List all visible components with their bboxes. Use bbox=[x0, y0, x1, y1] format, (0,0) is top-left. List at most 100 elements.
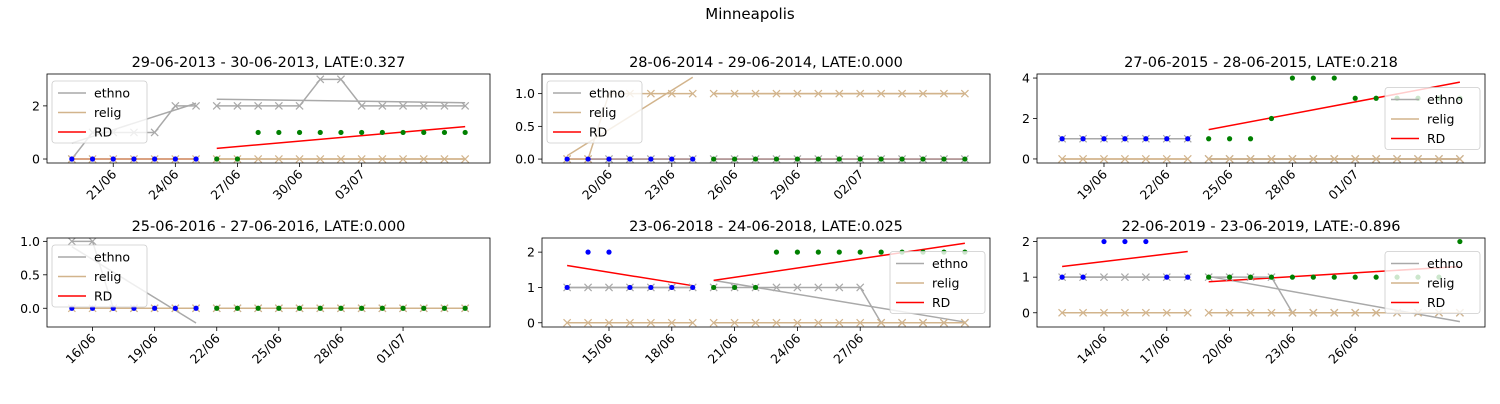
relig-marker bbox=[1309, 154, 1318, 163]
relig-marker bbox=[1309, 308, 1318, 317]
data-point-post bbox=[1310, 75, 1316, 81]
legend-label-rd: RD bbox=[932, 295, 950, 310]
legend-box bbox=[51, 80, 148, 144]
relig-marker bbox=[1120, 308, 1129, 317]
data-point-pre bbox=[1059, 274, 1065, 280]
data-point-post bbox=[731, 156, 738, 162]
relig-marker bbox=[960, 318, 969, 327]
data-point-post bbox=[1268, 115, 1275, 122]
legend-box bbox=[1384, 87, 1481, 150]
y-tick-label: 1.0 bbox=[20, 234, 40, 249]
data-point-post bbox=[1373, 95, 1379, 101]
data-point-post bbox=[379, 129, 385, 136]
subplot-title: 22-06-2019 - 23-06-2019, LATE:-0.896 bbox=[1121, 219, 1400, 235]
data-point-pre bbox=[1143, 238, 1149, 245]
data-point-post bbox=[400, 129, 406, 136]
relig-marker bbox=[772, 89, 781, 98]
ethno-fit-post bbox=[1208, 275, 1461, 323]
ethno-marker bbox=[419, 101, 428, 110]
relig-marker bbox=[419, 154, 428, 163]
ethno-marker bbox=[814, 283, 823, 292]
plot-area bbox=[1058, 75, 1464, 163]
data-point-pre bbox=[1164, 274, 1170, 280]
data-point-post bbox=[1226, 274, 1233, 280]
y-tick-label: 0.0 bbox=[20, 301, 40, 316]
relig-marker bbox=[898, 318, 907, 327]
data-point-post bbox=[815, 249, 821, 255]
relig-marker bbox=[274, 154, 283, 163]
relig-marker bbox=[814, 89, 823, 98]
x-tick-label: 25/06 bbox=[1200, 166, 1236, 202]
data-point-post bbox=[711, 156, 717, 162]
subplot-1: 29-06-2013 - 30-06-2013, LATE:0.327 0 2 21/… bbox=[32, 55, 491, 203]
data-point-pre bbox=[1143, 136, 1149, 142]
ethno-marker bbox=[1120, 273, 1129, 282]
data-point-pre bbox=[172, 305, 178, 311]
relig-marker bbox=[357, 154, 366, 163]
legend-box bbox=[546, 80, 643, 144]
relig-marker bbox=[1434, 154, 1443, 163]
relig-marker bbox=[254, 154, 263, 163]
relig-marker bbox=[1183, 308, 1192, 317]
x-tick-label: 22/06 bbox=[1137, 166, 1173, 202]
data-point-pre bbox=[669, 284, 675, 291]
x-tick-label: 21/06 bbox=[705, 330, 741, 366]
data-point-post bbox=[359, 129, 365, 136]
data-point-post bbox=[1310, 274, 1316, 280]
relig-marker bbox=[1079, 308, 1088, 317]
data-point-post bbox=[1331, 75, 1337, 81]
relig-marker bbox=[1330, 154, 1339, 163]
relig-marker bbox=[563, 318, 572, 327]
legend-label-rd: RD bbox=[1427, 295, 1445, 310]
legend-label-rd: RD bbox=[94, 289, 112, 304]
legend-box bbox=[51, 244, 148, 308]
ethno-marker bbox=[150, 128, 159, 137]
ethno-marker bbox=[1099, 273, 1109, 282]
x-tick-label: 22/06 bbox=[187, 330, 223, 366]
subplot-title: 27-06-2015 - 28-06-2015, LATE:0.218 bbox=[1124, 55, 1398, 71]
relig-marker bbox=[877, 318, 886, 327]
subplot-5: 23-06-2018 - 24-06-2018, LATE:0.025 0 1 2 15… bbox=[527, 219, 991, 367]
relig-marker bbox=[1455, 154, 1464, 163]
ethno-marker bbox=[316, 75, 325, 84]
relig-marker bbox=[877, 89, 886, 98]
data-point-post bbox=[711, 284, 717, 291]
data-point-pre bbox=[152, 156, 158, 162]
relig-marker bbox=[584, 318, 593, 327]
ethno-marker bbox=[584, 283, 593, 292]
ethno-marker bbox=[233, 101, 242, 110]
data-point-post bbox=[920, 156, 926, 162]
data-point-post bbox=[400, 305, 406, 311]
relig-marker bbox=[440, 154, 449, 163]
relig-marker bbox=[688, 318, 697, 327]
data-point-pre bbox=[690, 156, 696, 162]
x-tick-label: 20/06 bbox=[579, 166, 615, 202]
legend-label-ethno: ethno bbox=[932, 256, 968, 271]
legend-box bbox=[889, 251, 986, 314]
ethno-fit-post bbox=[216, 98, 466, 104]
x-tick-label: 27/06 bbox=[830, 330, 866, 366]
data-point-post bbox=[1457, 238, 1463, 245]
x-tick-label: 27/06 bbox=[207, 166, 243, 202]
data-point-post bbox=[878, 249, 884, 255]
plot-area bbox=[563, 242, 969, 327]
data-point-post bbox=[857, 156, 863, 162]
relig-marker bbox=[960, 89, 969, 98]
legend-label-ethno: ethno bbox=[1427, 256, 1463, 271]
relig-marker bbox=[1099, 154, 1109, 163]
legend-label-rd: RD bbox=[94, 125, 112, 140]
relig-marker bbox=[667, 318, 676, 327]
y-tick-label: 0 bbox=[527, 315, 535, 330]
plot-frame bbox=[46, 237, 491, 328]
relig-marker bbox=[939, 318, 948, 327]
plot-area bbox=[67, 238, 470, 324]
data-point-post bbox=[752, 284, 759, 291]
data-point-pre bbox=[1080, 274, 1086, 280]
data-point-pre bbox=[131, 156, 137, 162]
legend-label-ethno: ethno bbox=[94, 250, 130, 265]
x-tick-label: 01/07 bbox=[1325, 167, 1361, 203]
relig-marker bbox=[336, 154, 345, 163]
y-tick-label: 1 bbox=[1022, 270, 1030, 285]
x-tick-label: 26/06 bbox=[705, 166, 741, 202]
subplot-3: 27-06-2015 - 28-06-2015, LATE:0.218 0 2 4 19… bbox=[1022, 55, 1486, 203]
